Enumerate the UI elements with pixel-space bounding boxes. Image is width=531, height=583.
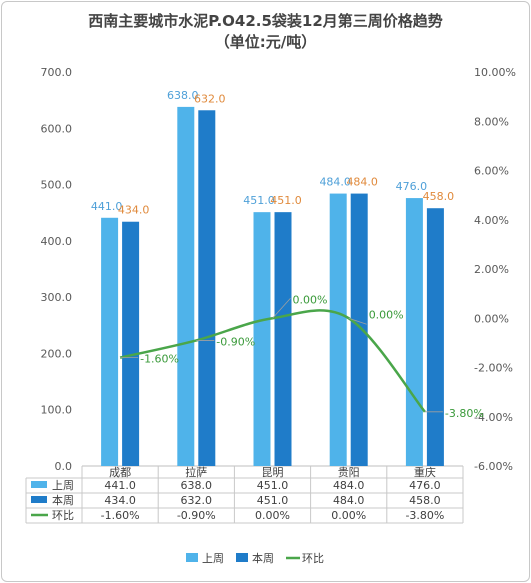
chart-subtitle: （单位:元/吨） — [214, 33, 317, 51]
line-label-leader — [348, 317, 367, 325]
y-right-tick-label: -6.00% — [474, 460, 513, 473]
line-data-label: 0.00% — [369, 308, 404, 321]
table-legend-swatch — [31, 496, 47, 503]
table-series-name: 环比 — [52, 509, 74, 522]
y-left-tick-label: 0.0 — [55, 460, 73, 473]
bar-this-week — [122, 221, 140, 466]
bar-last-week — [405, 198, 423, 466]
table-cell: 458.0 — [409, 494, 441, 507]
line-data-label: -1.60% — [140, 353, 179, 366]
table-cell: 632.0 — [181, 494, 213, 507]
bar-this-week — [198, 110, 216, 466]
y-right-tick-label: 0.00% — [474, 312, 509, 325]
x-category-label: 贵阳 — [338, 466, 360, 479]
table-cell: -3.80% — [405, 509, 444, 522]
line-data-label: -0.90% — [216, 335, 255, 348]
line-data-label: -3.80% — [445, 407, 484, 420]
table-cell: 638.0 — [181, 479, 213, 492]
y-left-tick-label: 200.0 — [41, 347, 73, 360]
bar-data-label: 441.0 — [91, 200, 123, 213]
bar-data-label: 434.0 — [118, 204, 150, 217]
line-mom-change — [119, 309, 426, 413]
chart-title: 西南主要城市水泥P.O42.5袋装12月第三周价格趋势 — [88, 12, 443, 30]
y-right-tick-label: 8.00% — [474, 115, 509, 128]
y-right-tick-label: 4.00% — [474, 214, 509, 227]
table-cell: 434.0 — [104, 494, 136, 507]
bar-data-label: 451.0 — [243, 194, 275, 207]
y-right-tick-label: 6.00% — [474, 165, 509, 178]
y-left-tick-label: 400.0 — [41, 235, 73, 248]
x-category-label: 拉萨 — [185, 465, 207, 479]
table-cell: 0.00% — [255, 509, 290, 522]
y-right-tick-label: 10.00% — [474, 66, 516, 79]
legend-label: 上周 — [202, 552, 224, 565]
y-right-tick-label: 2.00% — [474, 263, 509, 276]
x-category-label: 成都 — [109, 466, 131, 479]
bar-this-week — [350, 193, 368, 466]
bar-data-label: 458.0 — [423, 190, 455, 203]
y-left-tick-label: 600.0 — [41, 122, 73, 135]
table-cell: 451.0 — [257, 479, 289, 492]
bar-last-week — [329, 193, 347, 466]
table-cell: -1.60% — [101, 509, 140, 522]
legend-label: 本周 — [252, 551, 274, 565]
y-right-tick-label: -2.00% — [474, 362, 513, 375]
table-cell: 451.0 — [257, 494, 289, 507]
legend-label: 环比 — [302, 552, 324, 565]
bar-data-label: 484.0 — [346, 176, 378, 189]
y-right-tick-label: -4.00% — [474, 411, 513, 424]
x-category-label: 重庆 — [414, 465, 436, 479]
bar-last-week — [177, 106, 195, 466]
x-category-label: 昆明 — [262, 466, 284, 479]
bar-last-week — [253, 212, 271, 466]
line-label-leader — [272, 297, 291, 319]
bar-data-label: 484.0 — [319, 176, 351, 189]
bar-this-week — [426, 208, 444, 466]
bar-data-label: 638.0 — [167, 89, 199, 102]
y-left-tick-label: 300.0 — [41, 291, 73, 304]
table-series-name: 上周 — [52, 479, 74, 492]
bar-last-week — [101, 217, 119, 466]
bar-data-label: 476.0 — [396, 180, 428, 193]
y-left-tick-label: 500.0 — [41, 179, 73, 192]
bar-this-week — [274, 212, 292, 466]
table-series-name: 本周 — [52, 493, 74, 507]
table-cell: 441.0 — [104, 479, 136, 492]
table-cell: 484.0 — [333, 494, 365, 507]
bar-data-label: 451.0 — [270, 194, 302, 207]
bar-data-label: 632.0 — [194, 92, 226, 105]
table-cell: 0.00% — [331, 509, 366, 522]
y-left-tick-label: 100.0 — [41, 404, 73, 417]
line-data-label: 0.00% — [293, 293, 328, 306]
table-cell: -0.90% — [177, 509, 216, 522]
table-cell: 484.0 — [333, 479, 365, 492]
table-cell: 476.0 — [409, 479, 441, 492]
y-left-tick-label: 700.0 — [41, 66, 73, 79]
legend-swatch — [236, 553, 248, 562]
table-legend-swatch — [31, 481, 47, 488]
legend-swatch — [186, 553, 198, 562]
